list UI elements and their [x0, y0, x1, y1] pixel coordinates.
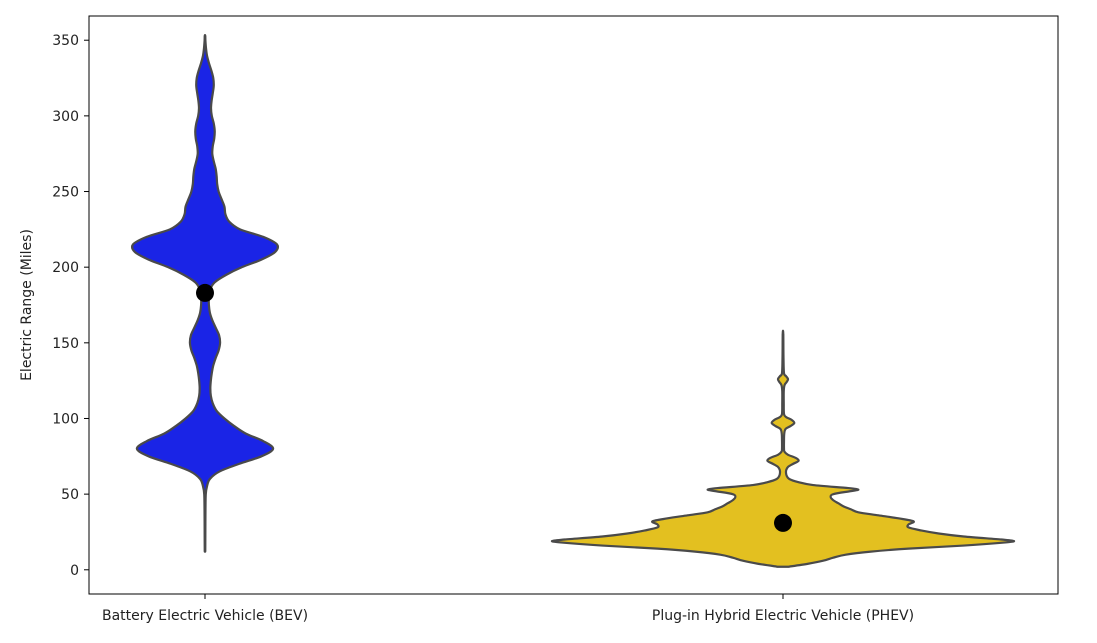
y-tick-label: 300: [52, 109, 79, 125]
x-tick-label: Battery Electric Vehicle (BEV): [102, 608, 308, 624]
y-tick-label: 100: [52, 411, 79, 427]
median-marker: [196, 283, 214, 302]
y-tick-label: 200: [52, 260, 79, 276]
median-layer: [196, 283, 792, 532]
median-marker: [774, 513, 792, 532]
y-tick-label: 0: [70, 563, 79, 579]
y-axis-ticks: 0 50 100 150 200 250 300 350: [52, 33, 89, 579]
violin-layer: [130, 33, 1016, 568]
x-tick-label: Plug-in Hybrid Electric Vehicle (PHEV): [652, 608, 914, 624]
y-tick-label: 50: [61, 487, 79, 503]
violin-body: [550, 329, 1016, 568]
plot-frame: [88, 15, 1059, 595]
y-tick-label: 350: [52, 33, 79, 49]
y-axis-label: Electric Range (Miles): [19, 229, 35, 381]
x-axis-ticks: Battery Electric Vehicle (BEV) Plug-in Hy…: [102, 594, 914, 624]
y-tick-label: 150: [52, 336, 79, 352]
y-tick-label: 250: [52, 185, 79, 201]
